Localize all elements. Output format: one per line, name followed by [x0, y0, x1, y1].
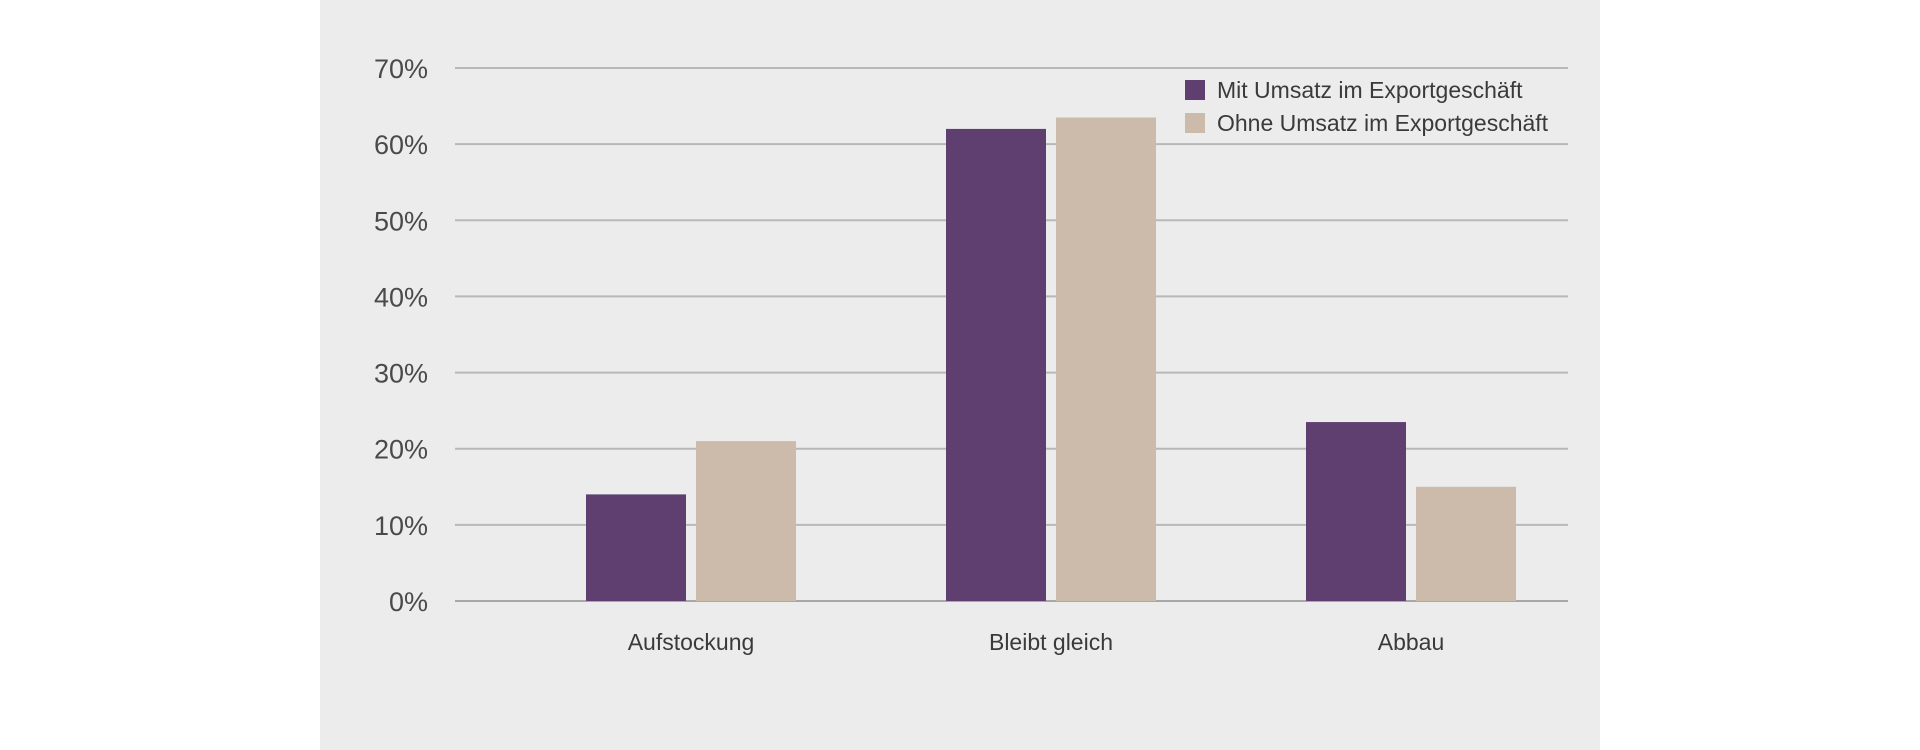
legend-label: Ohne Umsatz im Exportgeschäft	[1217, 110, 1549, 136]
legend-swatch	[1185, 113, 1205, 133]
legend-swatch	[1185, 80, 1205, 100]
y-tick-label: 60%	[374, 130, 428, 160]
legend: Mit Umsatz im Exportgeschäft Ohne Umsatz …	[1185, 77, 1549, 136]
bar-ohne-umsatz	[1056, 117, 1156, 601]
y-tick-label: 30%	[374, 359, 428, 389]
y-tick-label: 0%	[389, 587, 428, 617]
y-tick-label: 20%	[374, 435, 428, 465]
x-category-label: Aufstockung	[628, 629, 755, 655]
x-category-label: Abbau	[1378, 629, 1445, 655]
bar-mit-umsatz	[1306, 422, 1406, 601]
bar-mit-umsatz	[586, 494, 686, 601]
y-tick-label: 10%	[374, 511, 428, 541]
x-category-label: Bleibt gleich	[989, 629, 1113, 655]
y-tick-label: 40%	[374, 282, 428, 312]
legend-label: Mit Umsatz im Exportgeschäft	[1217, 77, 1523, 103]
chart-panel: 0% 10% 20% 30% 40% 50% 60% 70% Aufstockung Bleib…	[320, 0, 1600, 750]
bar-ohne-umsatz	[1416, 486, 1516, 601]
bar-ohne-umsatz	[696, 441, 796, 601]
y-axis-ticks: 0% 10% 20% 30% 40% 50% 60% 70%	[374, 54, 428, 617]
y-tick-label: 50%	[374, 206, 428, 236]
bar-mit-umsatz	[946, 128, 1046, 601]
y-tick-label: 70%	[374, 54, 428, 84]
x-axis-categories: Aufstockung Bleibt gleich Abbau	[628, 629, 1445, 655]
bars	[586, 117, 1516, 601]
bar-chart: 0% 10% 20% 30% 40% 50% 60% 70% Aufstockung Bleib…	[374, 54, 1568, 655]
